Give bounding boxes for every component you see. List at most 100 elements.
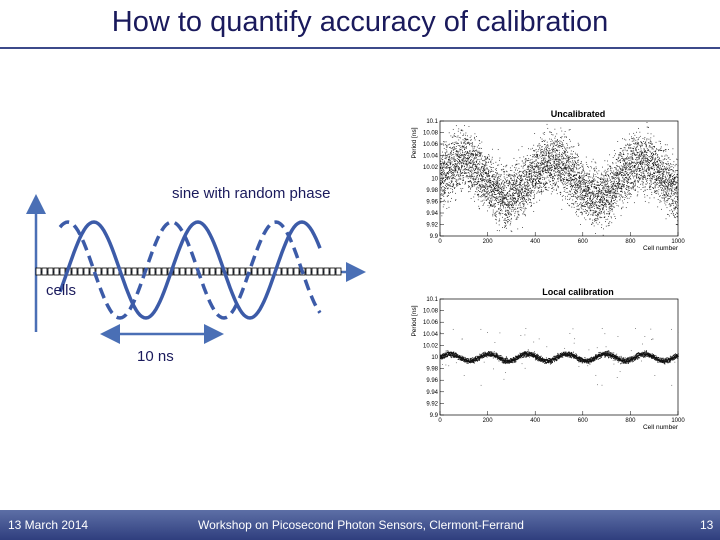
data-point bbox=[573, 166, 575, 168]
data-point bbox=[544, 166, 546, 168]
data-point bbox=[549, 176, 551, 178]
data-point bbox=[489, 185, 491, 187]
data-point bbox=[448, 153, 450, 155]
data-point bbox=[578, 171, 579, 173]
data-point bbox=[535, 149, 537, 150]
cell-box bbox=[77, 267, 84, 276]
data-point bbox=[449, 147, 450, 148]
data-point bbox=[460, 141, 462, 143]
data-point bbox=[495, 181, 497, 182]
data-point bbox=[548, 147, 550, 149]
data-point bbox=[454, 165, 456, 166]
data-point bbox=[467, 152, 468, 154]
data-point bbox=[630, 196, 632, 198]
data-point bbox=[581, 212, 583, 214]
data-point bbox=[590, 214, 592, 216]
data-point bbox=[610, 201, 612, 203]
data-point bbox=[547, 190, 549, 191]
data-point bbox=[614, 196, 616, 198]
data-point bbox=[570, 168, 572, 170]
data-point bbox=[455, 142, 457, 144]
data-point bbox=[614, 200, 616, 201]
data-point bbox=[614, 185, 616, 187]
data-point bbox=[453, 147, 455, 149]
data-point bbox=[633, 162, 635, 164]
data-point bbox=[512, 180, 514, 181]
data-point bbox=[587, 196, 589, 197]
data-point bbox=[456, 164, 457, 166]
data-point bbox=[582, 190, 584, 192]
data-point bbox=[567, 203, 568, 204]
data-point bbox=[514, 193, 515, 194]
data-point bbox=[558, 144, 560, 146]
data-point bbox=[610, 166, 612, 168]
data-point bbox=[469, 173, 471, 175]
data-point bbox=[540, 153, 542, 155]
data-point bbox=[494, 177, 496, 178]
data-point bbox=[621, 188, 622, 190]
data-point bbox=[547, 150, 548, 152]
data-point bbox=[453, 175, 455, 177]
data-point bbox=[624, 173, 626, 175]
data-point bbox=[524, 181, 526, 183]
data-point bbox=[483, 195, 485, 197]
data-point bbox=[599, 216, 601, 218]
data-point bbox=[506, 199, 508, 201]
data-point bbox=[447, 172, 448, 174]
data-point bbox=[573, 175, 575, 177]
data-point bbox=[478, 151, 479, 153]
data-point bbox=[607, 195, 609, 197]
data-point bbox=[516, 191, 517, 193]
data-point bbox=[454, 168, 456, 170]
data-point bbox=[599, 199, 601, 200]
data-point bbox=[609, 191, 611, 192]
data-point bbox=[557, 146, 559, 148]
data-point bbox=[462, 188, 464, 189]
data-point bbox=[591, 180, 593, 182]
data-point bbox=[460, 191, 462, 192]
data-point bbox=[558, 174, 559, 176]
data-point bbox=[625, 193, 627, 195]
data-point bbox=[552, 187, 554, 188]
data-point bbox=[561, 179, 563, 181]
data-point bbox=[494, 183, 496, 185]
data-point bbox=[443, 163, 444, 165]
data-point bbox=[605, 173, 607, 175]
data-point bbox=[545, 164, 547, 166]
data-point bbox=[472, 175, 474, 177]
data-point bbox=[488, 193, 490, 195]
data-point bbox=[629, 166, 631, 168]
data-point bbox=[549, 162, 551, 163]
data-point bbox=[589, 192, 591, 193]
data-point bbox=[617, 184, 619, 185]
data-point bbox=[496, 189, 498, 191]
data-point bbox=[602, 186, 604, 188]
data-point bbox=[504, 197, 506, 198]
data-point bbox=[617, 190, 618, 192]
data-point bbox=[544, 170, 546, 172]
data-point bbox=[543, 173, 545, 175]
data-point bbox=[511, 170, 513, 172]
data-point bbox=[463, 160, 465, 162]
data-point bbox=[553, 141, 555, 143]
data-point bbox=[537, 183, 539, 184]
data-point bbox=[598, 196, 600, 197]
data-point bbox=[603, 205, 605, 206]
data-point bbox=[605, 225, 607, 227]
data-point bbox=[554, 150, 556, 152]
data-point bbox=[564, 148, 566, 149]
data-point bbox=[466, 152, 468, 154]
data-point bbox=[474, 183, 476, 185]
data-point bbox=[606, 201, 608, 203]
data-point bbox=[533, 195, 535, 197]
data-point bbox=[466, 159, 468, 161]
data-point bbox=[598, 190, 599, 191]
data-point bbox=[540, 189, 542, 191]
data-point bbox=[619, 172, 621, 174]
data-point bbox=[613, 177, 615, 179]
data-point bbox=[483, 189, 485, 191]
data-point bbox=[602, 188, 604, 189]
data-point bbox=[558, 146, 559, 148]
data-point bbox=[506, 221, 508, 223]
data-point bbox=[501, 187, 503, 188]
